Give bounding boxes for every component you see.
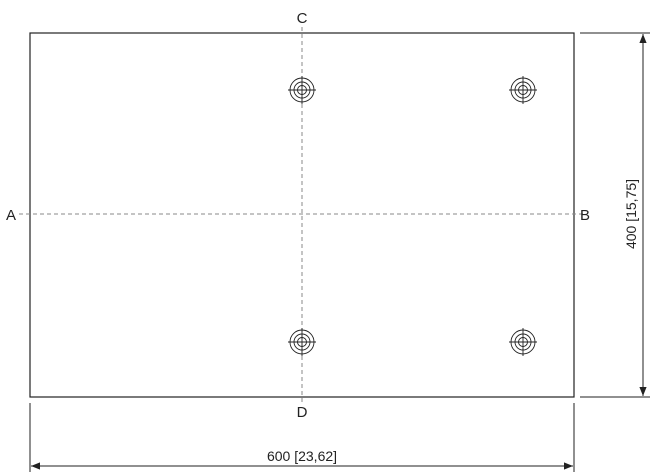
section-label-d: D xyxy=(297,404,308,421)
height-dimension: 400 [15,75] xyxy=(580,32,650,398)
section-label-b: B xyxy=(580,207,590,224)
section-label-c: C xyxy=(297,10,308,27)
section-label-a: A xyxy=(6,207,16,224)
width-dimension: 600 [23,62] xyxy=(29,403,575,472)
width-dimension-label: 600 [23,62] xyxy=(267,448,337,464)
height-dimension-label: 400 [15,75] xyxy=(623,179,639,249)
